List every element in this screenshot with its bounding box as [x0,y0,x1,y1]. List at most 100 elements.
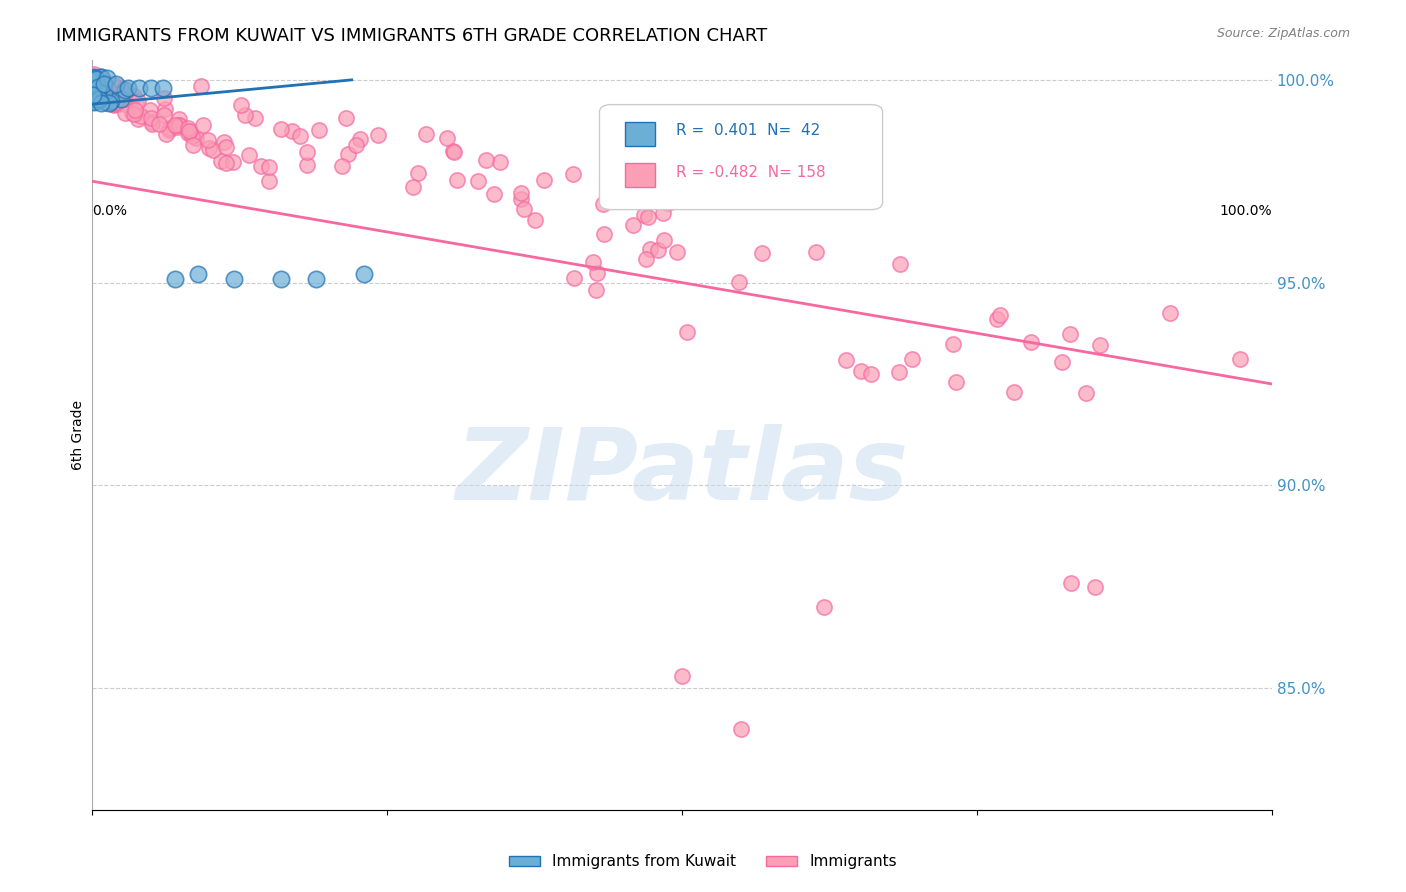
Point [100,92,122,106]
Point [186,130,208,145]
Point [93,73,115,87]
Point [214,140,236,154]
Text: 100.0%: 100.0% [1219,203,1272,218]
Point [83,70,105,84]
Point [443,145,465,159]
Point [89,82,111,96]
Text: R =  0.401  N=  42: R = 0.401 N= 42 [676,123,820,138]
Point [187,268,209,282]
Text: ZIPatlas: ZIPatlas [456,424,908,521]
Point [94,90,117,104]
Point [177,126,200,140]
Point [344,138,367,153]
Point [118,94,141,108]
Point [96,79,118,94]
Point [166,120,188,135]
Point [197,133,219,147]
Point [141,115,163,129]
Point [121,105,143,120]
Point [367,128,389,143]
Point [626,187,648,202]
Point [163,271,186,285]
Point [84,78,107,92]
Point [100,93,122,107]
Point [125,95,148,109]
Point [112,92,135,106]
Point [157,121,180,136]
Point [110,80,132,95]
Point [167,118,190,132]
Point [86,86,108,100]
Point [101,97,124,112]
Point [509,192,531,206]
Point [637,210,659,224]
Point [942,337,965,351]
Point [290,129,312,144]
Point [91,72,114,87]
Point [128,81,150,95]
Point [90,70,112,84]
Point [83,74,105,88]
Point [221,155,243,169]
Point [83,78,105,93]
Point [100,95,122,109]
Point [1090,338,1112,352]
Point [110,92,132,106]
Point [129,109,152,123]
Point [104,95,127,110]
Point [593,227,616,241]
Point [636,252,658,266]
Point [117,81,139,95]
Point [489,155,512,169]
Point [141,112,163,126]
Point [353,268,375,282]
Point [297,158,319,172]
Point [82,87,104,102]
Point [98,82,121,96]
Point [889,257,911,271]
Point [592,197,614,211]
Point [633,208,655,222]
Point [562,270,585,285]
Point [82,94,104,108]
Point [90,95,112,110]
Point [86,73,108,87]
Point [103,78,125,92]
Point [1002,384,1025,399]
Point [1060,575,1083,590]
Point [640,242,662,256]
Point [665,244,688,259]
Point [114,83,136,97]
Point [83,90,105,104]
Point [87,92,110,106]
Point [336,147,359,161]
Point [835,353,858,368]
Point [152,108,174,122]
Point [89,77,111,91]
Point [141,81,163,95]
Point [96,84,118,98]
Point [202,143,225,157]
Point [127,94,149,108]
Point [482,187,505,202]
Point [988,308,1011,322]
Point [606,181,628,195]
Text: R = -0.482  N= 158: R = -0.482 N= 158 [676,165,825,179]
Point [181,138,204,153]
Point [945,375,967,389]
Point [82,86,104,100]
Point [441,144,464,158]
Point [647,243,669,257]
Point [96,82,118,96]
Point [270,271,292,285]
Point [335,112,357,126]
Point [90,78,112,93]
Point [83,95,105,109]
Point [523,213,546,227]
Point [562,167,585,181]
Point [308,122,330,136]
Point [513,202,536,216]
Point [613,192,636,206]
Point [751,246,773,260]
Point [212,136,235,150]
